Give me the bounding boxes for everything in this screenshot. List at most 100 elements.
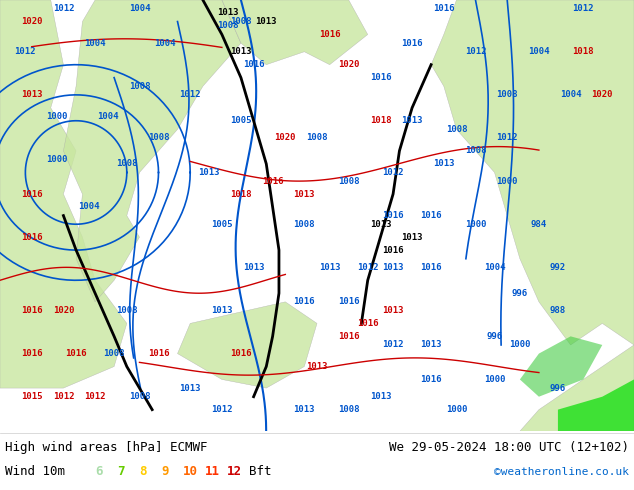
Text: 1013: 1013	[230, 47, 252, 56]
Polygon shape	[558, 379, 634, 431]
Text: 1008: 1008	[116, 306, 138, 315]
Text: Bft: Bft	[249, 465, 271, 478]
Text: 1016: 1016	[433, 4, 455, 13]
Text: 1000: 1000	[46, 155, 68, 164]
Text: 1016: 1016	[21, 190, 42, 198]
Text: 1012: 1012	[382, 168, 404, 177]
Text: 1012: 1012	[382, 341, 404, 349]
Text: 1004: 1004	[528, 47, 550, 56]
Text: 9: 9	[161, 465, 169, 478]
Text: 1008: 1008	[446, 125, 467, 134]
Text: 1013: 1013	[382, 306, 404, 315]
Text: 1015: 1015	[21, 392, 42, 401]
Text: 1016: 1016	[262, 176, 283, 186]
Text: 1016: 1016	[65, 349, 87, 358]
Text: 1012: 1012	[357, 263, 378, 272]
Polygon shape	[0, 0, 127, 388]
Text: 1008: 1008	[338, 405, 359, 414]
Text: ©weatheronline.co.uk: ©weatheronline.co.uk	[494, 467, 629, 477]
Text: We 29-05-2024 18:00 UTC (12+102): We 29-05-2024 18:00 UTC (12+102)	[389, 441, 629, 454]
Text: 1016: 1016	[21, 349, 42, 358]
Text: 1008: 1008	[338, 176, 359, 186]
Text: 1016: 1016	[357, 319, 378, 328]
Text: 1008: 1008	[129, 82, 150, 91]
Text: 1008: 1008	[465, 147, 486, 155]
Text: 12: 12	[227, 465, 242, 478]
Text: 1004: 1004	[97, 112, 119, 121]
Text: 1008: 1008	[129, 392, 150, 401]
Text: 1008: 1008	[217, 22, 239, 30]
Text: 1004: 1004	[154, 39, 176, 48]
Text: 7: 7	[117, 465, 124, 478]
Text: 1008: 1008	[306, 133, 328, 143]
Text: 1008: 1008	[294, 220, 315, 229]
Text: 1016: 1016	[21, 233, 42, 242]
Text: 1016: 1016	[21, 306, 42, 315]
Text: 1013: 1013	[319, 263, 340, 272]
Text: 1000: 1000	[484, 375, 505, 384]
Text: 1005: 1005	[230, 116, 252, 125]
Text: 1020: 1020	[338, 60, 359, 69]
Text: 1013: 1013	[179, 384, 201, 392]
Text: 1018: 1018	[230, 190, 252, 198]
Text: 1016: 1016	[401, 39, 423, 48]
Polygon shape	[431, 0, 634, 345]
Text: 1005: 1005	[211, 220, 233, 229]
Polygon shape	[178, 302, 317, 388]
Text: 1008: 1008	[496, 90, 518, 99]
Text: 1018: 1018	[370, 116, 391, 125]
Text: 1016: 1016	[370, 73, 391, 82]
Text: 1012: 1012	[573, 4, 594, 13]
Text: 1012: 1012	[15, 47, 36, 56]
Text: 1013: 1013	[243, 263, 264, 272]
Text: 1012: 1012	[179, 90, 201, 99]
Text: 1013: 1013	[401, 233, 423, 242]
Text: 1016: 1016	[294, 297, 315, 306]
Text: 996: 996	[512, 289, 528, 298]
Text: 1016: 1016	[420, 375, 442, 384]
Text: 1013: 1013	[433, 159, 455, 169]
Text: 1013: 1013	[306, 362, 328, 371]
Text: 1020: 1020	[592, 90, 613, 99]
Text: 10: 10	[183, 465, 198, 478]
Text: 1013: 1013	[198, 168, 220, 177]
Text: 1013: 1013	[211, 306, 233, 315]
Text: 1004: 1004	[78, 202, 100, 212]
Text: 1013: 1013	[21, 90, 42, 99]
Polygon shape	[520, 345, 634, 431]
Text: 1000: 1000	[509, 341, 531, 349]
Text: 988: 988	[550, 306, 566, 315]
Polygon shape	[222, 0, 368, 65]
Text: 1012: 1012	[496, 133, 518, 143]
Text: 11: 11	[205, 465, 220, 478]
Text: 1013: 1013	[420, 341, 442, 349]
Text: 1013: 1013	[370, 392, 391, 401]
Text: 6: 6	[95, 465, 103, 478]
Text: 1020: 1020	[53, 306, 74, 315]
Text: 1012: 1012	[211, 405, 233, 414]
Text: 1018: 1018	[573, 47, 594, 56]
Text: 8: 8	[139, 465, 146, 478]
Text: 1004: 1004	[484, 263, 505, 272]
Text: 1012: 1012	[84, 392, 106, 401]
Polygon shape	[63, 0, 241, 302]
Text: 1004: 1004	[84, 39, 106, 48]
Text: 1000: 1000	[465, 220, 486, 229]
Text: Wind 10m: Wind 10m	[5, 465, 65, 478]
Text: 1008: 1008	[103, 349, 125, 358]
Text: 1000: 1000	[496, 176, 518, 186]
Text: 1012: 1012	[465, 47, 486, 56]
Text: 1000: 1000	[446, 405, 467, 414]
Text: 1013: 1013	[382, 263, 404, 272]
Text: 1016: 1016	[148, 349, 169, 358]
Text: 1004: 1004	[129, 4, 150, 13]
Polygon shape	[520, 336, 602, 397]
Text: 1016: 1016	[420, 263, 442, 272]
Text: 1013: 1013	[401, 116, 423, 125]
Text: 1004: 1004	[560, 90, 581, 99]
Text: 1008: 1008	[230, 17, 252, 26]
Text: 1016: 1016	[319, 30, 340, 39]
Text: 1020: 1020	[275, 133, 296, 143]
Text: 1016: 1016	[382, 211, 404, 220]
Text: 1016: 1016	[420, 211, 442, 220]
